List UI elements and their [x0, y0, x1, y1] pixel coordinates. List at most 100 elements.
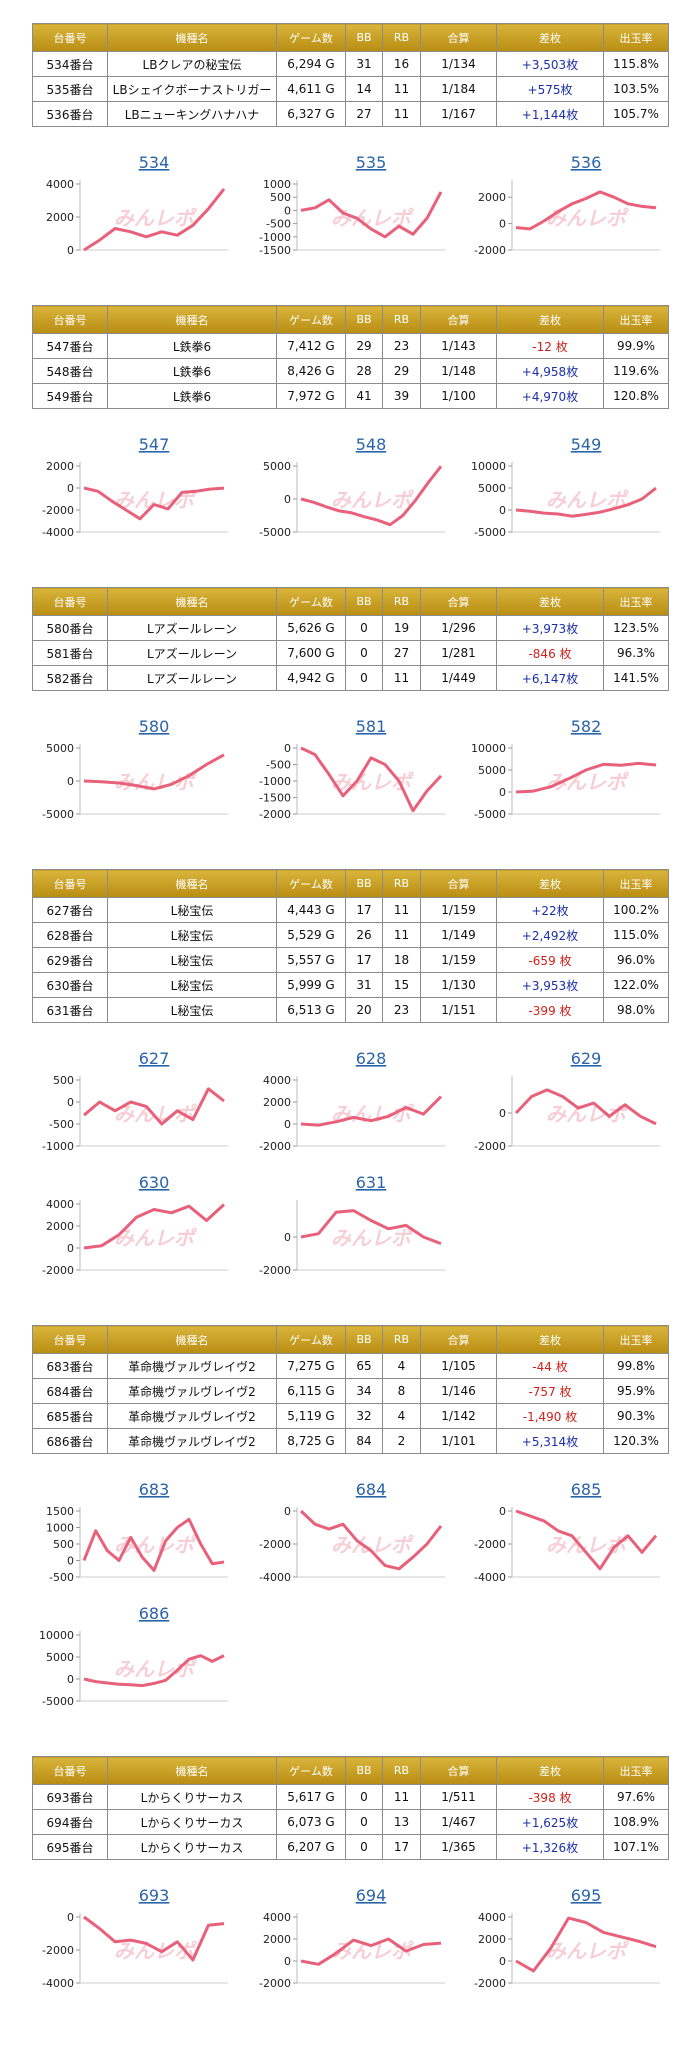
y-tick-label: -2000 — [42, 504, 74, 517]
y-tick-label: 0 — [499, 1955, 506, 1968]
table-cell: 84 — [345, 1428, 383, 1454]
y-tick-label: -4000 — [259, 1571, 291, 1584]
data-table: 台番号 機種名 ゲーム数 BB RB 合算 差枚 出玉率 693番台 Lからくりサーカス 5,617… — [32, 1756, 669, 1860]
header-cell: 出玉率 — [603, 869, 669, 898]
header-cell: 出玉率 — [603, 305, 669, 334]
y-tick-label: 5000 — [478, 764, 506, 777]
table-cell: LBクレアの秘宝伝 — [107, 51, 277, 77]
chart-title: 627 — [139, 1049, 170, 1068]
header-row: 台番号 機種名 ゲーム数 BB RB 合算 差枚 出玉率 — [32, 1325, 669, 1354]
header-row: 台番号 機種名 ゲーム数 BB RB 合算 差枚 出玉率 — [32, 1756, 669, 1785]
chart-title: 695 — [571, 1886, 602, 1905]
table-cell: +4,970枚 — [496, 383, 604, 409]
table-row: 628番台 L秘宝伝 5,529 G 26 11 1/149 +2,492枚 115.0% — [32, 922, 669, 948]
header-cell: BB — [345, 1756, 383, 1785]
table-cell: L鉄拳6 — [107, 333, 277, 359]
header-cell: ゲーム数 — [276, 587, 346, 616]
y-tick-label: 0 — [67, 1555, 74, 1568]
table-cell: 8,725 G — [276, 1428, 346, 1454]
chart-title: 628 — [356, 1049, 387, 1068]
table-cell: 6,513 G — [276, 997, 346, 1023]
table-cell: 0 — [345, 1784, 383, 1810]
table-row: 548番台 L鉄拳6 8,426 G 28 29 1/148 +4,958枚 119.6% — [32, 358, 669, 384]
y-tick-label: -1000 — [259, 231, 291, 244]
table-cell: 11 — [382, 897, 421, 923]
table-cell: 28 — [345, 358, 383, 384]
header-cell: 台番号 — [32, 1325, 108, 1354]
header-cell: BB — [345, 23, 383, 52]
watermark: みんレポ — [546, 206, 629, 230]
y-tick-label: 2000 — [46, 1220, 74, 1233]
watermark: みんレポ — [114, 770, 197, 794]
table-cell: 99.8% — [603, 1353, 669, 1379]
header-cell: 台番号 — [32, 305, 108, 334]
table-cell: 1/296 — [420, 615, 497, 641]
y-tick-label: 0 — [67, 482, 74, 495]
header-cell: 機種名 — [107, 305, 277, 334]
y-tick-label: 10000 — [39, 1629, 74, 1642]
mini-chart: 631 -2000 0 みんレポ — [259, 1173, 445, 1277]
data-table: 台番号 機種名 ゲーム数 BB RB 合算 差枚 出玉率 580番台 Lアズールレーン 5,626 … — [32, 587, 669, 691]
mini-chart: 534 0 2000 4000 みんレポ — [46, 153, 228, 257]
table-cell: 1/151 — [420, 997, 497, 1023]
y-tick-label: -500 — [266, 218, 291, 231]
y-tick-label: 2000 — [263, 1096, 291, 1109]
y-tick-label: 4000 — [263, 1074, 291, 1087]
table-cell: -398 枚 — [496, 1784, 604, 1810]
table-cell: Lからくりサーカス — [107, 1834, 277, 1860]
y-tick-label: -2000 — [42, 1264, 74, 1277]
mini-chart: 686 -5000 0 5000 10000 みんレポ — [39, 1604, 228, 1708]
table-cell: 5,529 G — [276, 922, 346, 948]
table-row: 684番台 革命機ヴァルヴレイヴ2 6,115 G 34 8 1/146 -757 枚 95.… — [32, 1378, 669, 1404]
y-tick-label: 0 — [284, 1118, 291, 1131]
header-row: 台番号 機種名 ゲーム数 BB RB 合算 差枚 出玉率 — [32, 869, 669, 898]
table-cell: L秘宝伝 — [107, 972, 277, 998]
mini-chart: 628 -2000 0 2000 4000 みんレポ — [259, 1049, 445, 1153]
table-cell: 1/130 — [420, 972, 497, 998]
y-tick-label: 0 — [499, 786, 506, 799]
table-row: 582番台 Lアズールレーン 4,942 G 0 11 1/449 +6,147枚 141.5… — [32, 665, 669, 691]
table-cell: 5,626 G — [276, 615, 346, 641]
data-line — [515, 1509, 658, 1571]
table-cell: 41 — [345, 383, 383, 409]
table-cell: 5,557 G — [276, 947, 346, 973]
y-tick-label: -5000 — [42, 808, 74, 821]
table-cell: -659 枚 — [496, 947, 604, 973]
table-cell: 4,942 G — [276, 665, 346, 691]
table-cell: 8,426 G — [276, 358, 346, 384]
table-cell: 90.3% — [603, 1403, 669, 1429]
header-cell: BB — [345, 587, 383, 616]
data-line — [300, 465, 443, 527]
table-row: 693番台 Lからくりサーカス 5,617 G 0 11 1/511 -398 枚 97.6% — [32, 1784, 669, 1810]
header-cell: 出玉率 — [603, 1325, 669, 1354]
table-cell: L秘宝伝 — [107, 922, 277, 948]
table-cell: +575枚 — [496, 76, 604, 102]
table-cell: 1/449 — [420, 665, 497, 691]
header-row: 台番号 機種名 ゲーム数 BB RB 合算 差枚 出玉率 — [32, 305, 669, 334]
data-line — [300, 1095, 443, 1127]
table-cell: 548番台 — [32, 358, 108, 384]
table-cell: 11 — [382, 101, 421, 127]
y-tick-label: -2000 — [259, 1140, 291, 1153]
table-cell: +22枚 — [496, 897, 604, 923]
table-cell: +1,625枚 — [496, 1809, 604, 1835]
watermark: みんレポ — [331, 488, 414, 512]
header-cell: 出玉率 — [603, 1756, 669, 1785]
data-table: 台番号 機種名 ゲーム数 BB RB 合算 差枚 出玉率 627番台 L秘宝伝 4,443 G 17 1… — [32, 869, 669, 1023]
table-cell: 1/105 — [420, 1353, 497, 1379]
data-table: 台番号 機種名 ゲーム数 BB RB 合算 差枚 出玉率 683番台 革命機ヴァルヴレイヴ2 7,2… — [32, 1325, 669, 1454]
table-cell: 39 — [382, 383, 421, 409]
table-cell: 1/167 — [420, 101, 497, 127]
header-cell: RB — [382, 1325, 421, 1354]
table-cell: 16 — [382, 51, 421, 77]
header-row: 台番号 機種名 ゲーム数 BB RB 合算 差枚 出玉率 — [32, 23, 669, 52]
y-tick-label: 0 — [67, 244, 74, 257]
y-tick-label: 0 — [284, 1955, 291, 1968]
chart-title: 631 — [356, 1173, 387, 1192]
table-cell: 5,617 G — [276, 1784, 346, 1810]
data-line — [82, 1517, 225, 1572]
table-cell: L秘宝伝 — [107, 897, 277, 923]
header-cell: ゲーム数 — [276, 869, 346, 898]
